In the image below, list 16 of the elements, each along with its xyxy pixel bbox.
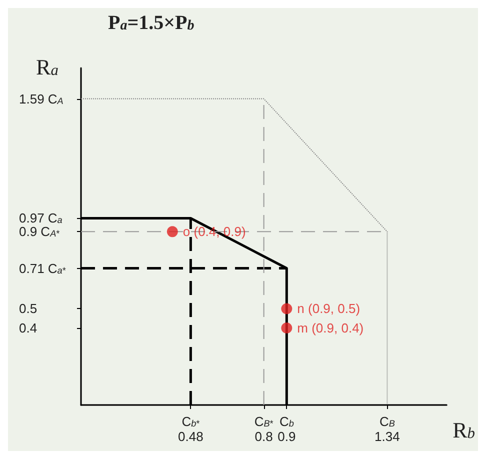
x-tick-label: CB* 0.8 <box>254 414 274 444</box>
y-axis-title: Ra <box>36 54 59 80</box>
y-tick-label: 1.59 CA <box>19 91 64 106</box>
data-label: n (0.9, 0.5) <box>297 301 360 316</box>
x-tick-label: CB 1.34 <box>374 414 400 444</box>
y-tick-label: 0.9 CA* <box>19 224 60 240</box>
chart-title: Pa=1.5×Pb <box>108 12 194 34</box>
x-tick-label: Cb 0.9 <box>278 414 296 444</box>
y-tick-label: 0.4 <box>19 320 38 336</box>
y-tick-label: 0.71 Ca* <box>19 260 66 276</box>
y-tick-label: 0.5 <box>19 301 38 316</box>
x-axis-title: Rb <box>452 418 476 442</box>
x-tick-label: Cb* 0.48 <box>178 414 204 444</box>
data-label: m (0.9, 0.4) <box>297 320 364 336</box>
y-tick-label: 0.97 Ca <box>19 210 62 226</box>
data-label: o (0.4, 0.9) <box>182 224 246 240</box>
